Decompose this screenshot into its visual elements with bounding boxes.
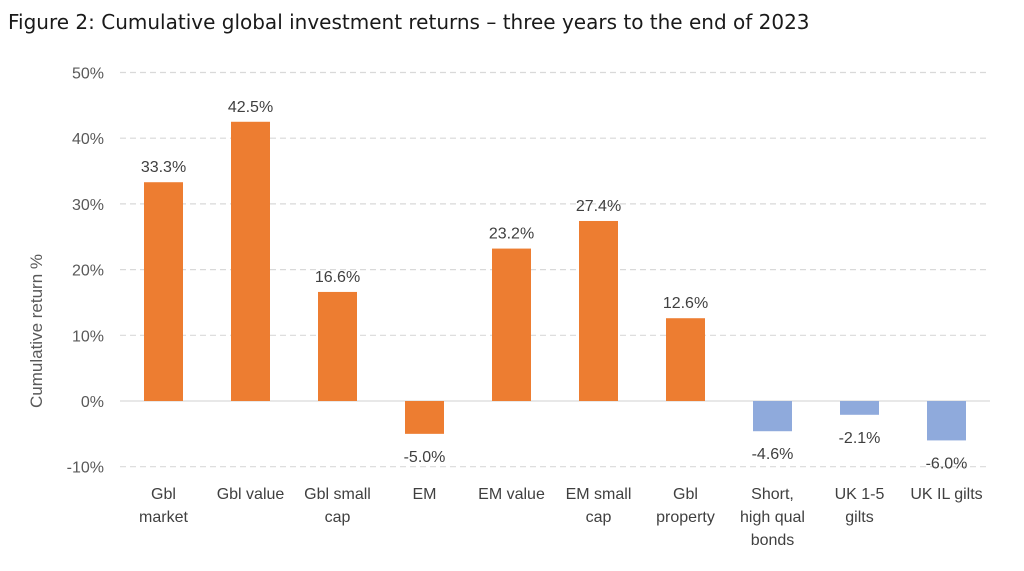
y-tick-label: 30%: [72, 197, 104, 214]
y-axis-tick-labels: -10% 0% 10% 20% 30% 40% 50%: [67, 66, 104, 477]
data-label: 42.5%: [228, 99, 273, 116]
bar: [579, 220, 618, 401]
y-tick-label: 20%: [72, 263, 104, 280]
data-label: 16.6%: [315, 269, 360, 286]
data-label: -5.0%: [404, 449, 446, 466]
bar: [231, 121, 270, 402]
data-label: -6.0%: [926, 455, 968, 472]
data-label: -4.6%: [752, 446, 794, 463]
data-label: -2.1%: [839, 430, 881, 447]
bar: [840, 401, 879, 415]
data-label: 27.4%: [576, 198, 621, 215]
category-label: UK 1-5 gilts: [835, 486, 885, 526]
bar: [318, 291, 357, 401]
bar: [666, 318, 705, 401]
bar: [144, 182, 183, 401]
y-axis-title: Cumulative return %: [27, 254, 46, 408]
category-label: Gbl market: [139, 486, 188, 526]
bar: [492, 248, 531, 401]
category-label: EM: [413, 486, 437, 503]
y-tick-label: -10%: [67, 460, 104, 477]
category-label: Gbl property: [656, 486, 715, 526]
data-labels: 33.3% 42.5% 16.6% -5.0% 23.2% 27.4% 12.6% -4.6%…: [141, 99, 968, 473]
bars: [144, 121, 966, 441]
bar: [927, 401, 966, 441]
category-label: Short, high qual bonds: [740, 486, 805, 549]
bar: [753, 401, 792, 432]
category-label: Gbl value: [217, 486, 285, 503]
category-label: UK IL gilts: [910, 486, 982, 503]
data-label: 12.6%: [663, 295, 708, 312]
category-label: EM value: [478, 486, 545, 503]
category-label: Gbl small cap: [304, 486, 371, 526]
category-label: EM small cap: [566, 486, 632, 526]
chart-title: Figure 2: Cumulative global investment r…: [8, 10, 810, 34]
x-axis-category-labels: Gbl market Gbl value Gbl small cap EM EM value…: [139, 486, 983, 549]
data-label: 33.3%: [141, 159, 186, 176]
bar: [405, 401, 444, 434]
y-tick-label: 10%: [72, 328, 104, 345]
y-tick-label: 40%: [72, 131, 104, 148]
y-tick-label: 0%: [81, 394, 104, 411]
y-tick-label: 50%: [72, 66, 104, 83]
data-label: 23.2%: [489, 226, 534, 243]
